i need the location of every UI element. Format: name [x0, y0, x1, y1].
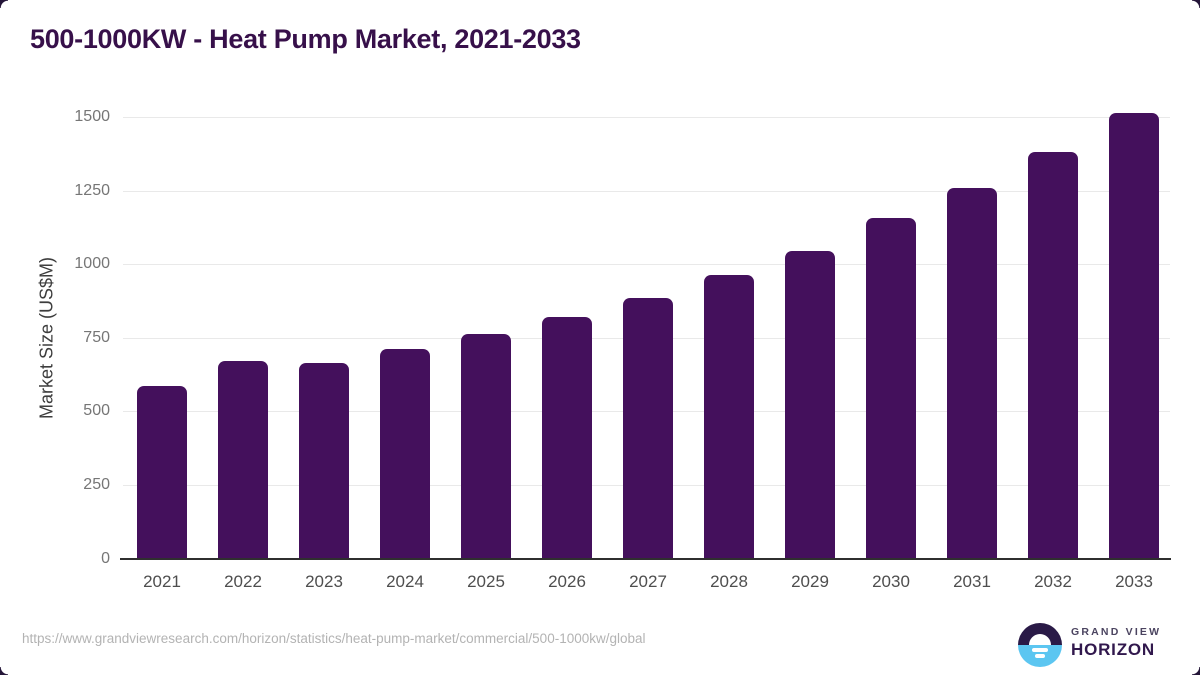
x-tick-label-2025: 2025 [467, 572, 505, 591]
x-tick-label-2026: 2026 [548, 572, 586, 591]
bar-2033 [1109, 112, 1159, 558]
grid-line-1000 [123, 264, 1170, 265]
source-url: https://www.grandviewresearch.com/horizo… [22, 631, 646, 646]
bar-2027 [623, 297, 673, 558]
logo-sun-ray [1035, 654, 1045, 658]
horizon-sun-logo-icon [1018, 623, 1062, 667]
y-tick-label-1250: 1250 [74, 181, 110, 199]
x-tick-label-2022: 2022 [224, 572, 262, 591]
bar-2031 [947, 188, 997, 558]
y-tick-label-750: 750 [83, 328, 110, 346]
logo-text: GRAND VIEW HORIZON [1071, 626, 1161, 660]
bar-2021 [137, 386, 187, 558]
bar-2029 [785, 250, 835, 558]
bar-2023 [299, 363, 349, 558]
x-tick-label-2032: 2032 [1034, 572, 1072, 591]
grid-line-1500 [123, 117, 1170, 118]
x-tick-label-2023: 2023 [305, 572, 343, 591]
x-tick-label-2028: 2028 [710, 572, 748, 591]
bar-2030 [866, 218, 916, 558]
bar-2025 [461, 333, 511, 558]
x-tick-label-2021: 2021 [143, 572, 181, 591]
y-tick-label-250: 250 [83, 475, 110, 493]
x-tick-label-2027: 2027 [629, 572, 667, 591]
logo-sun-ray [1032, 648, 1048, 652]
x-tick-label-2033: 2033 [1115, 572, 1153, 591]
chart-title: 500-1000KW - Heat Pump Market, 2021-2033 [30, 24, 581, 54]
bar-2024 [380, 348, 430, 558]
logo-brand-name: GRAND VIEW [1071, 626, 1162, 638]
grid-line-1250 [123, 190, 1170, 192]
y-tick-label-500: 500 [83, 402, 110, 419]
bar-2032 [1028, 152, 1078, 558]
y-tick-label-0: 0 [101, 550, 110, 567]
x-tick-label-2024: 2024 [386, 572, 424, 591]
logo-sun-dome [1029, 634, 1051, 645]
x-axis-line [120, 558, 1171, 560]
brand-logo: GRAND VIEW HORIZON [1018, 622, 1178, 668]
card-corner-top-right [1192, 0, 1200, 8]
bar-2028 [704, 275, 754, 558]
logo-product-name: HORIZON [1071, 640, 1155, 659]
x-tick-label-2030: 2030 [872, 572, 910, 591]
y-tick-label-1500: 1500 [74, 108, 110, 125]
bar-2026 [542, 316, 592, 558]
x-tick-label-2029: 2029 [791, 572, 829, 591]
bar-2022 [218, 361, 268, 558]
card-corner-bottom-left [0, 667, 8, 675]
card-corner-bottom-right [1192, 667, 1200, 675]
x-tick-label-2031: 2031 [953, 572, 991, 591]
y-tick-label-1000: 1000 [74, 255, 110, 272]
card-corner-top-left [0, 0, 8, 8]
